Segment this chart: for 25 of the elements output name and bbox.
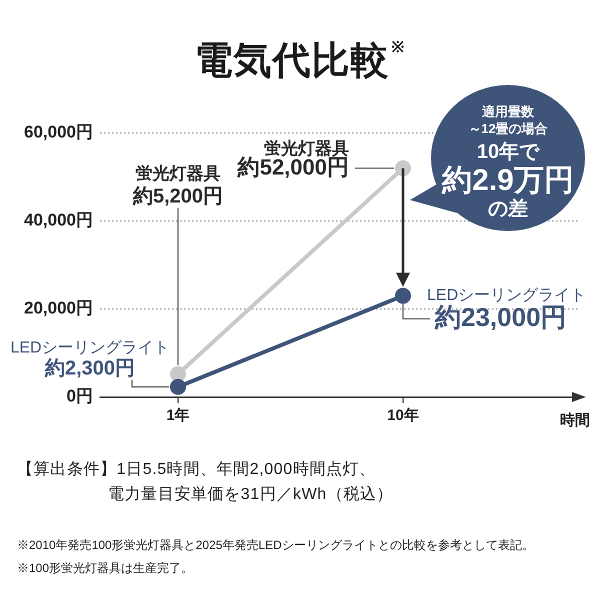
text: 【算出条件】1日5.5時間、年間2,000時間点灯、電力量目安単価を31円／kWh（税込） — [17, 460, 394, 505]
point — [170, 378, 186, 395]
text: 適用畳数 — [481, 104, 535, 119]
y-tick-label: 60,000円 — [24, 122, 93, 142]
y-tick-label: 40,000円 — [24, 210, 93, 230]
annotation: 約2.9万円 — [440, 164, 575, 197]
series-label: LEDシーリングライト — [427, 287, 586, 304]
x-tick-label: 10年 — [387, 407, 419, 424]
text: LEDシーリングライト — [10, 339, 170, 356]
annotation: ～12畳の場合 — [467, 121, 549, 136]
y-tick-label: 0円 — [66, 386, 93, 406]
data-label: 約2,300円 — [44, 357, 136, 380]
point — [395, 288, 411, 304]
text: 蛍光灯器具 — [136, 164, 221, 183]
data-label: 約5,200円 — [132, 186, 224, 208]
data-label: 約23,000円 — [434, 302, 567, 332]
point — [170, 366, 186, 382]
annotation: 10年で — [476, 141, 541, 163]
x-tick-label: 1年 — [166, 407, 190, 424]
x-axis-title: 時間 — [560, 412, 590, 430]
y-tick-label: 20,000円 — [24, 298, 93, 318]
chart-title: 電気代比較$^{※}$ — [194, 38, 406, 84]
text: ※100形蛍光灯器具は生産完了。 — [17, 560, 194, 577]
annotation: の差 — [487, 198, 529, 220]
text: ※2010年発売100形蛍光灯器具と2025年発売LEDシーリングライトとの比較を参考として表記。 — [17, 537, 535, 554]
